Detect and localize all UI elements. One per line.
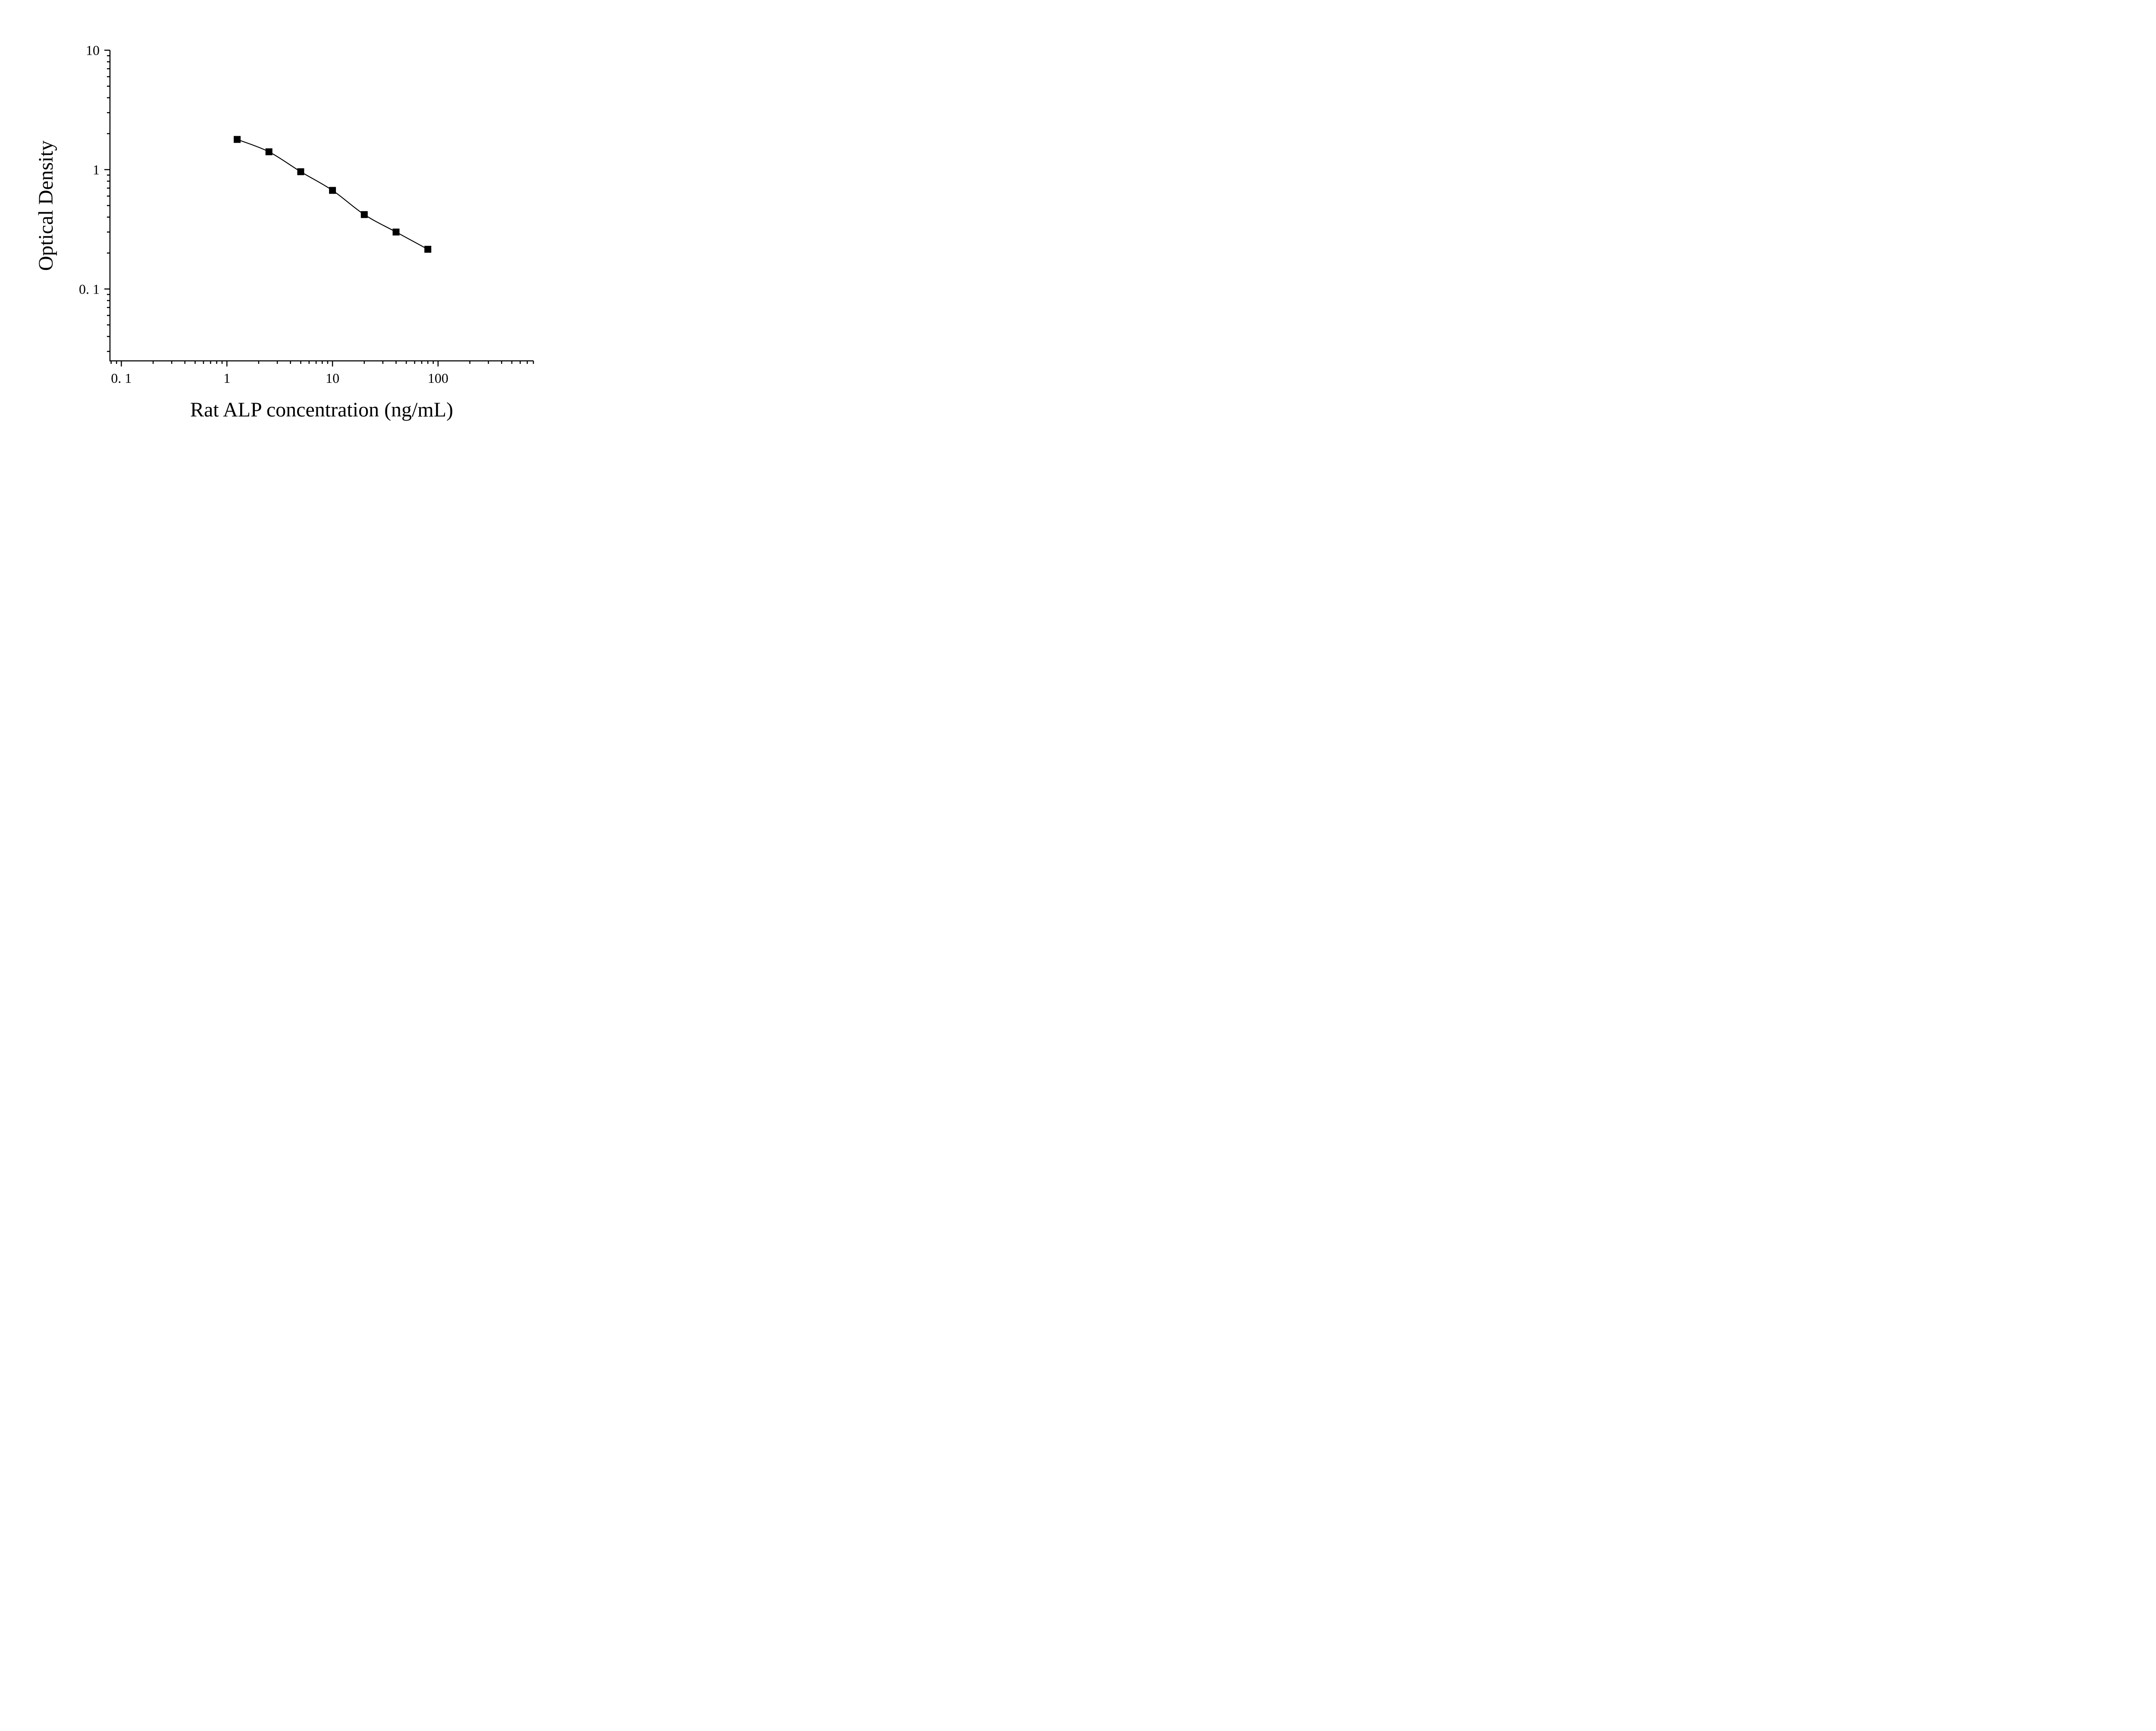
- x-tick-label: 0. 1: [111, 370, 132, 386]
- data-point-marker: [329, 187, 336, 194]
- y-tick-label: 1: [93, 162, 100, 177]
- data-point-marker: [265, 148, 273, 156]
- chart-figure: Rat ALP concentration (ng/mL) Optical De…: [0, 0, 620, 433]
- plot-canvas: Rat ALP concentration (ng/mL) Optical De…: [34, 43, 534, 421]
- data-point-marker: [424, 246, 432, 253]
- x-tick-label: 100: [428, 370, 448, 386]
- data-point-marker: [297, 168, 304, 175]
- x-axis-title: Rat ALP concentration (ng/mL): [190, 398, 453, 421]
- data-point-marker: [234, 136, 241, 143]
- axis-lines: [109, 50, 533, 362]
- data-point-marker: [360, 211, 368, 218]
- y-axis-title: Optical Density: [34, 141, 57, 271]
- y-tick-label: 0. 1: [79, 281, 100, 297]
- x-tick-label: 1: [223, 370, 230, 386]
- data-point-marker: [392, 229, 400, 236]
- y-tick-label: 10: [86, 43, 100, 58]
- x-tick-label: 10: [326, 370, 339, 386]
